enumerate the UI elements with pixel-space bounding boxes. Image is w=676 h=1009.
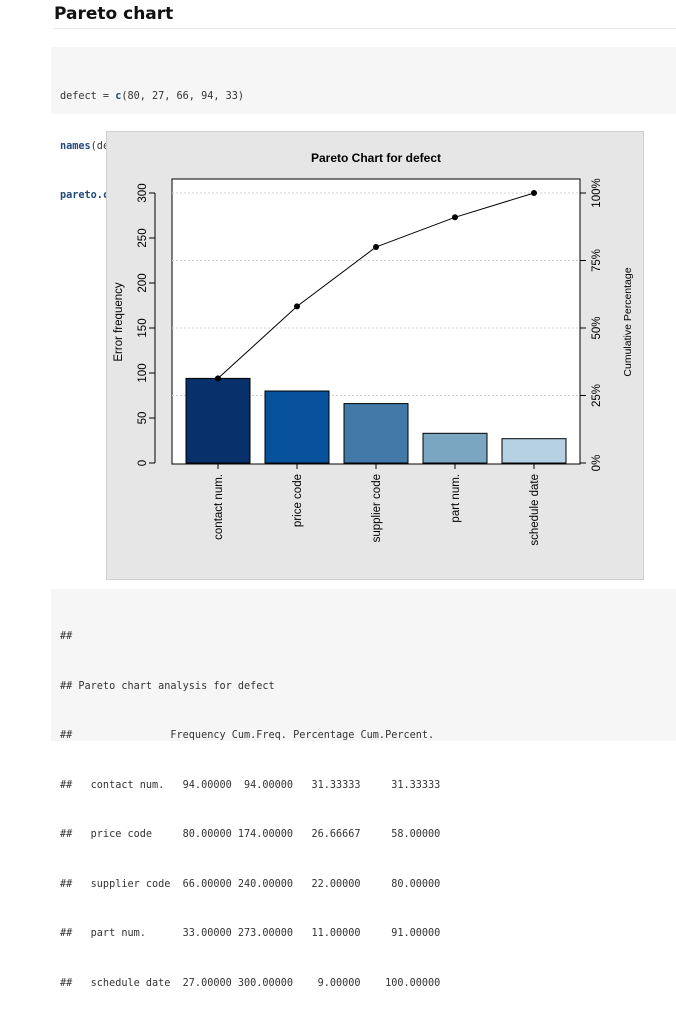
cumulative-point — [215, 375, 221, 382]
y-axis-label: Error frequency — [113, 282, 125, 362]
bar — [264, 390, 330, 464]
output-line: ## price code 80.00000 174.00000 26.6666… — [60, 829, 441, 840]
output-line: ## schedule date 27.00000 300.00000 9.00… — [60, 977, 441, 989]
x-tick-label: supplier code — [371, 474, 383, 542]
cumulative-point — [294, 303, 300, 310]
axes: 0 50 100 150 200 250 300 0% 25% 50% 75% 100% contact… — [137, 178, 603, 545]
y-tick-label: 300 — [137, 183, 149, 202]
y2-tick-label: 100% — [591, 178, 603, 207]
page-title: Pareto chart — [54, 4, 174, 24]
output-line: ## contact num. 94.00000 94.00000 31.333… — [60, 779, 441, 791]
bar — [422, 432, 488, 464]
y-tick-label: 200 — [137, 273, 149, 292]
output-line: ## supplier code 66.00000 240.00000 22.0… — [60, 878, 441, 890]
bars — [185, 377, 567, 464]
y2-tick-label: 25% — [591, 384, 603, 407]
y2-tick-label: 50% — [591, 316, 603, 339]
bar — [501, 438, 567, 464]
y-tick-label: 150 — [137, 318, 149, 337]
pareto-chart: 0 50 100 150 200 250 300 0% 25% 50% 75% 100% contact… — [113, 151, 634, 546]
bar — [185, 377, 251, 464]
y2-axis-label: Cumulative Percentage — [622, 267, 634, 376]
code-line: defect = c(80, 27, 66, 94, 33) — [60, 91, 245, 102]
x-tick-label: price code — [292, 474, 304, 527]
x-tick-label: schedule date — [529, 474, 541, 546]
title-divider — [54, 28, 676, 29]
y-tick-label: 0 — [137, 460, 149, 466]
output-line: ## Frequency Cum.Freq. Percentage Cum.Pe… — [60, 730, 435, 741]
cumulative-point — [373, 244, 379, 250]
y-tick-label: 50 — [137, 412, 149, 425]
y2-tick-label: 0% — [591, 455, 603, 472]
cumulative-point — [452, 214, 458, 221]
code-block[interactable]: defect = c(80, 27, 66, 94, 33) names(def… — [51, 47, 676, 201]
y-tick-label: 100 — [137, 363, 149, 382]
cumulative-point — [531, 190, 537, 196]
console-output[interactable]: ## ## Pareto chart analysis for defect #… — [51, 589, 676, 989]
output-line: ## — [60, 631, 73, 642]
y-tick-label: 250 — [137, 228, 149, 247]
chart-title: Pareto Chart for defect — [311, 151, 441, 165]
output-line: ## part num. 33.00000 273.00000 11.00000… — [60, 928, 441, 939]
plot-image: 0 50 100 150 200 250 300 0% 25% 50% 75% 100% contact… — [106, 131, 644, 580]
cumulative-line — [215, 190, 537, 382]
x-tick-label: part num. — [450, 474, 462, 523]
bar — [343, 403, 409, 464]
y2-tick-label: 75% — [591, 249, 603, 272]
x-tick-label: contact num. — [213, 474, 225, 540]
output-line: ## Pareto chart analysis for defect — [60, 680, 275, 692]
